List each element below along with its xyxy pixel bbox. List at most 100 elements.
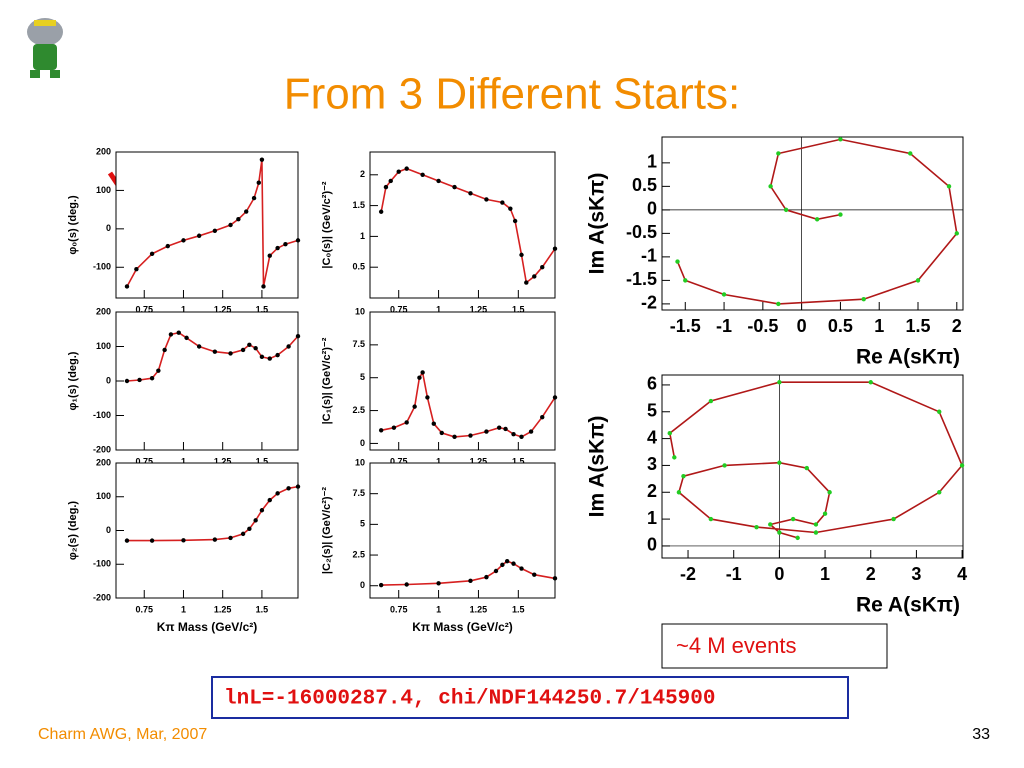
data-point	[267, 497, 272, 503]
data-point	[868, 380, 873, 385]
data-point	[672, 455, 677, 460]
y-tick-label: 1	[647, 152, 657, 172]
x-tick-label: 1.25	[470, 604, 488, 614]
data-point	[404, 420, 409, 425]
y-tick-label: 0.5	[352, 262, 365, 272]
y-axis-label: |C₀(s)| (GeV/c²)⁻²	[321, 181, 333, 269]
data-point	[528, 429, 534, 434]
data-point	[212, 349, 218, 354]
data-point	[240, 531, 246, 537]
y-tick-label: -100	[93, 410, 111, 420]
data-point	[168, 332, 174, 337]
data-point	[721, 292, 727, 297]
x-tick-label: -1	[716, 316, 732, 336]
y-tick-label: 10	[355, 457, 365, 467]
data-point	[176, 330, 181, 335]
data-point	[468, 191, 473, 196]
data-point	[722, 463, 727, 468]
data-point	[196, 233, 202, 238]
x-tick-label: 1	[874, 316, 884, 336]
x-tick-label: 1.25	[470, 304, 488, 314]
y-axis-label: Im A(sKπ)	[586, 416, 609, 518]
data-point	[228, 535, 233, 541]
x-axis-label: Re A(sKπ)	[856, 346, 960, 369]
y-tick-label: 0.5	[632, 175, 657, 195]
curve	[381, 560, 556, 586]
data-point	[496, 425, 502, 430]
data-point	[777, 530, 782, 535]
x-tick-label: 1.5	[512, 604, 525, 614]
data-point	[777, 460, 782, 465]
data-point	[681, 473, 686, 479]
y-axis-label: |C₁(s)| (GeV/c²)⁻²	[321, 337, 333, 424]
x-tick-label: 0.75	[135, 604, 153, 614]
data-point	[838, 137, 843, 142]
x-tick-label: 1	[436, 304, 441, 314]
data-point	[137, 377, 142, 383]
x-tick-label: 1	[181, 604, 186, 614]
data-point	[552, 246, 558, 251]
data-point	[754, 524, 759, 530]
y-tick-label: 2	[647, 481, 657, 501]
y-tick-label: 6	[647, 374, 657, 394]
data-point	[937, 409, 942, 414]
y-tick-label: 2.5	[352, 405, 365, 415]
data-point	[240, 347, 246, 353]
data-point	[283, 242, 288, 247]
data-point	[540, 264, 545, 270]
data-point	[247, 526, 252, 532]
y-tick-label: 100	[96, 185, 111, 195]
y-tick-label: 200	[96, 457, 111, 467]
y-tick-label: 1	[360, 231, 365, 241]
data-point	[212, 228, 218, 233]
data-point	[484, 574, 489, 580]
data-point	[519, 252, 524, 258]
data-point	[776, 301, 781, 307]
data-point	[500, 200, 505, 205]
data-point	[286, 486, 291, 491]
data-point	[417, 375, 422, 380]
data-point	[504, 558, 510, 564]
data-point	[813, 522, 819, 527]
page-number: 33	[972, 726, 990, 743]
data-point	[468, 433, 473, 438]
x-tick-label: -1.5	[670, 316, 701, 336]
data-point	[391, 425, 397, 430]
data-point	[822, 511, 828, 516]
data-point	[838, 212, 843, 217]
plot-frame	[661, 374, 964, 559]
slide-title: From 3 Different Starts:	[284, 70, 740, 119]
events-note: ~4 M events	[676, 633, 796, 658]
y-tick-label: 200	[96, 306, 111, 316]
data-point	[228, 222, 233, 228]
data-point	[134, 266, 139, 272]
x-tick-label: 0.75	[390, 304, 408, 314]
x-tick-label: 1.5	[905, 316, 930, 336]
y-tick-label: -200	[93, 444, 111, 454]
data-point	[251, 195, 257, 201]
plot-frame	[369, 462, 556, 599]
x-tick-label: -1	[726, 564, 742, 584]
x-tick-label: 0	[774, 564, 784, 584]
data-point	[275, 352, 280, 358]
data-point	[813, 530, 819, 535]
data-point	[378, 209, 384, 214]
x-tick-label: 0.75	[390, 604, 408, 614]
data-point	[425, 395, 430, 400]
data-point	[783, 207, 789, 213]
data-point	[484, 197, 489, 202]
x-tick-label: 1.25	[470, 456, 488, 466]
data-point	[552, 576, 558, 581]
y-tick-label: 0	[106, 223, 111, 233]
x-tick-label: 1.5	[512, 304, 525, 314]
data-point	[275, 491, 280, 496]
x-tick-label: 0.75	[135, 456, 153, 466]
data-point	[396, 169, 401, 174]
y-tick-label: 0	[106, 375, 111, 385]
data-point	[124, 538, 130, 543]
y-tick-label: 2	[360, 169, 365, 179]
y-tick-label: 7.5	[352, 339, 365, 349]
y-tick-label: 2.5	[352, 549, 365, 559]
data-point	[236, 217, 241, 222]
